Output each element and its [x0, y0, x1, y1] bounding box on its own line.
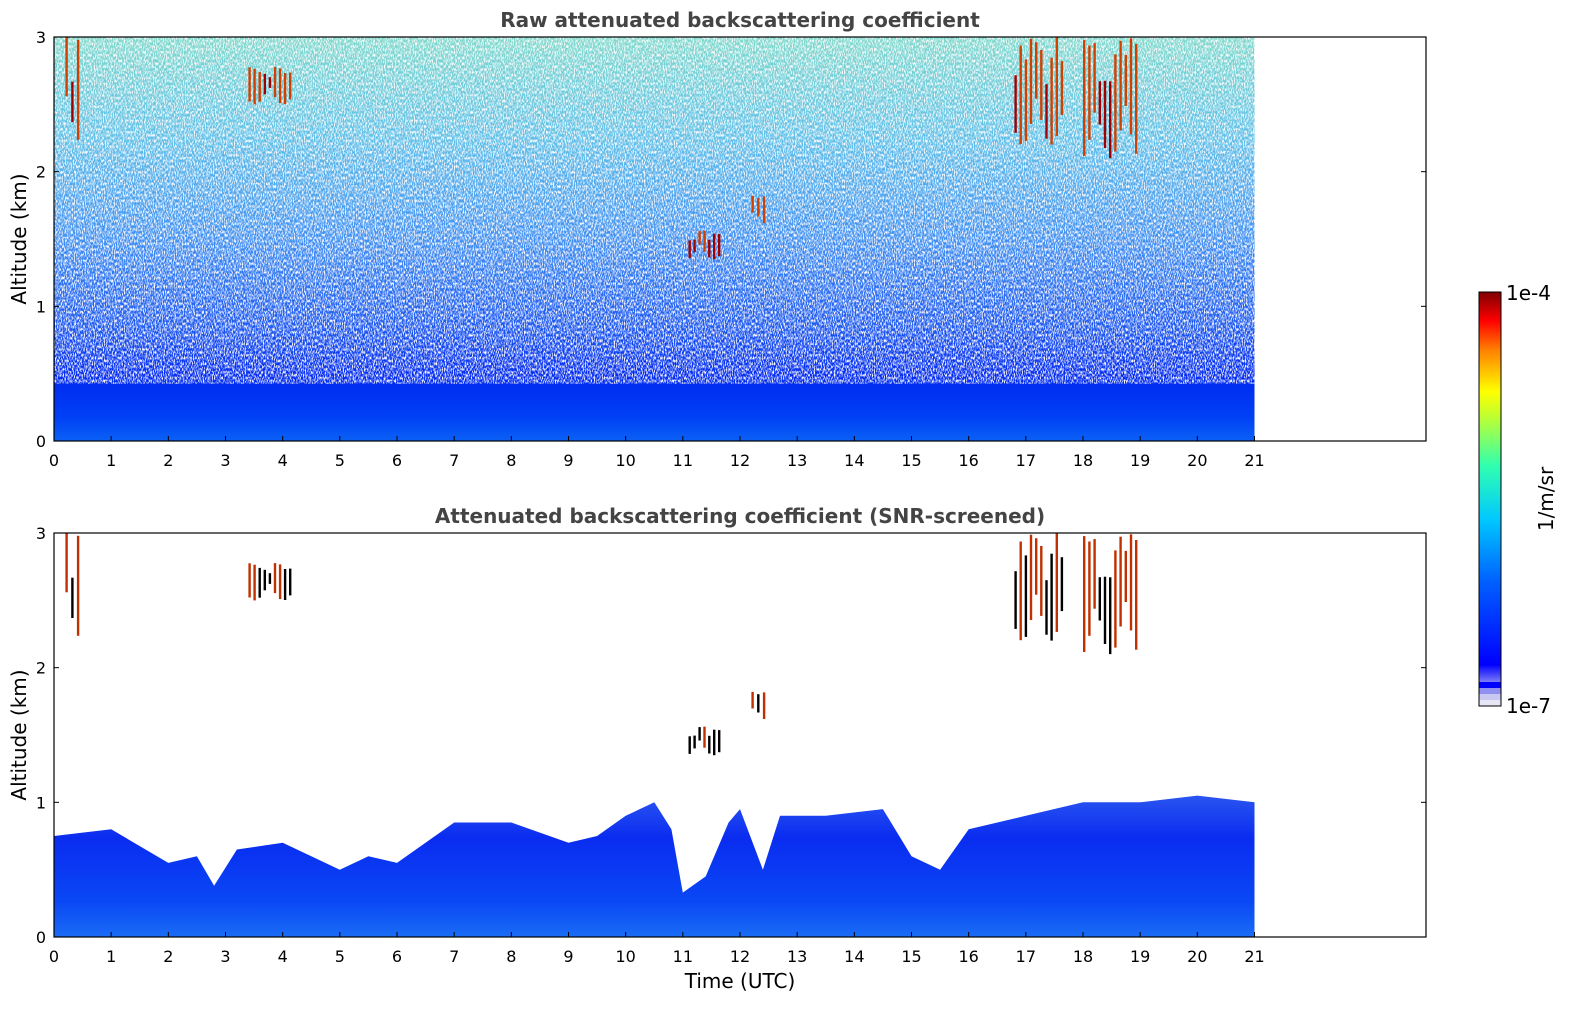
colorbar-max-label: 1e-4: [1506, 281, 1551, 305]
raw-x-tick-label: 14: [844, 451, 864, 470]
raw-cloud-1: [248, 67, 292, 105]
screened-x-tick-label: 9: [563, 947, 573, 966]
screened-x-tick-label: 13: [787, 947, 807, 966]
colorbar-step: [1479, 700, 1501, 706]
raw-x-tick-label: 15: [901, 451, 921, 470]
raw-x-tick-label: 13: [787, 451, 807, 470]
screened-cloud-1: [248, 563, 292, 601]
screened-x-tick-label: 5: [335, 947, 345, 966]
screened-x-tick-label: 20: [1187, 947, 1207, 966]
screened-y-ticks: 0 1 2 3: [36, 524, 1426, 947]
colorbar-frame: [1478, 291, 1502, 707]
screened-x-tick-label: 8: [506, 947, 516, 966]
screened-x-tick-label: 3: [220, 947, 230, 966]
screened-x-tick-label: 6: [392, 947, 402, 966]
screened-x-tick-label: 11: [673, 947, 693, 966]
raw-x-tick-label: 6: [392, 451, 402, 470]
colorbar-min-label: 1e-7: [1506, 694, 1551, 718]
raw-x-tick-label: 5: [335, 451, 345, 470]
screened-x-axis-label: Time (UTC): [684, 969, 796, 993]
screened-cloud-4: [1014, 533, 1064, 641]
raw-x-tick-label: 16: [958, 451, 978, 470]
raw-x-tick-label: 12: [730, 451, 750, 470]
raw-x-tick-label: 7: [449, 451, 459, 470]
raw-y-ticks: 0 1 2 3: [36, 28, 1426, 451]
screened-panel: Attenuated backscattering coefficient (S…: [7, 504, 1427, 993]
screened-y-tick-label: 2: [36, 659, 46, 678]
raw-x-tick-label: 18: [1073, 451, 1093, 470]
colorbar-step: [1479, 682, 1501, 688]
screened-x-tick-label: 10: [615, 947, 635, 966]
raw-x-tick-label: 11: [673, 451, 693, 470]
screened-y-tick-label: 3: [36, 524, 46, 543]
screened-x-tick-label: 14: [844, 947, 864, 966]
screened-x-tick-label: 16: [958, 947, 978, 966]
raw-y-tick-label: 0: [36, 432, 46, 451]
raw-panel: Raw attenuated backscattering coefficien…: [7, 8, 1427, 470]
raw-x-tick-label: 2: [163, 451, 173, 470]
raw-x-tick-label: 20: [1187, 451, 1207, 470]
raw-y-tick-label: 2: [36, 163, 46, 182]
raw-cloud-2: [688, 230, 721, 260]
raw-x-tick-label: 19: [1130, 451, 1150, 470]
colorbar-step: [1479, 694, 1501, 700]
colorbar: 1e-4 1e-7 1/m/sr: [1478, 281, 1558, 718]
screened-x-tick-label: 17: [1016, 947, 1036, 966]
screened-x-tick-label: 12: [730, 947, 750, 966]
colorbar-step: [1479, 688, 1501, 694]
raw-cloud-4: [1014, 37, 1064, 145]
raw-x-tick-label: 1: [106, 451, 116, 470]
screened-y-tick-label: 0: [36, 928, 46, 947]
raw-cloud-0: [65, 37, 80, 140]
raw-x-tick-label: 4: [278, 451, 288, 470]
screened-heatmap: [54, 533, 1255, 937]
screened-x-tick-label: 0: [49, 947, 59, 966]
screened-x-tick-label: 21: [1244, 947, 1264, 966]
raw-heatmap: [54, 37, 1255, 441]
screened-x-tick-label: 18: [1073, 947, 1093, 966]
screened-x-tick-label: 2: [163, 947, 173, 966]
screened-panel-title: Attenuated backscattering coefficient (S…: [435, 504, 1045, 528]
screened-x-tick-label: 4: [278, 947, 288, 966]
screened-y-tick-label: 1: [36, 793, 46, 812]
raw-cloud-5: [1083, 38, 1138, 159]
raw-x-tick-label: 8: [506, 451, 516, 470]
screened-cloud-2: [688, 726, 721, 756]
screened-x-ticks: 0 1 2 3 4 5 6 7 8 9 10 11 12 13 14 15 16 17 18 19 20 21: [49, 932, 1265, 966]
colorbar-gradient: [1479, 292, 1501, 706]
raw-x-tick-label: 10: [615, 451, 635, 470]
screened-cloud-5: [1083, 534, 1138, 655]
screened-x-tick-label: 1: [106, 947, 116, 966]
screened-y-axis-label: Altitude (km): [7, 669, 31, 800]
raw-cloud-3: [751, 195, 766, 223]
raw-y-axis-label: Altitude (km): [7, 173, 31, 304]
screened-x-tick-label: 19: [1130, 947, 1150, 966]
colorbar-scale: [1479, 292, 1501, 706]
raw-x-tick-label: 21: [1244, 451, 1264, 470]
raw-y-tick-label: 1: [36, 297, 46, 316]
raw-x-tick-label: 3: [220, 451, 230, 470]
boundary-layer: [54, 795, 1255, 937]
raw-x-tick-label: 9: [563, 451, 573, 470]
raw-y-tick-label: 3: [36, 28, 46, 47]
raw-x-ticks: 0 1 2 3 4 5 6 7 8 9 10 11 12 13 14 15 16 17 18 19 20 21: [49, 436, 1265, 470]
raw-x-tick-label: 17: [1016, 451, 1036, 470]
screened-x-tick-label: 7: [449, 947, 459, 966]
colorbar-unit-label: 1/m/sr: [1534, 466, 1558, 531]
raw-noise-speckle: [54, 37, 1255, 384]
screened-x-tick-label: 15: [901, 947, 921, 966]
raw-x-tick-label: 0: [49, 451, 59, 470]
raw-panel-title: Raw attenuated backscattering coefficien…: [500, 8, 980, 32]
screened-cloud-0: [65, 533, 80, 636]
screened-cloud-3: [751, 691, 766, 719]
